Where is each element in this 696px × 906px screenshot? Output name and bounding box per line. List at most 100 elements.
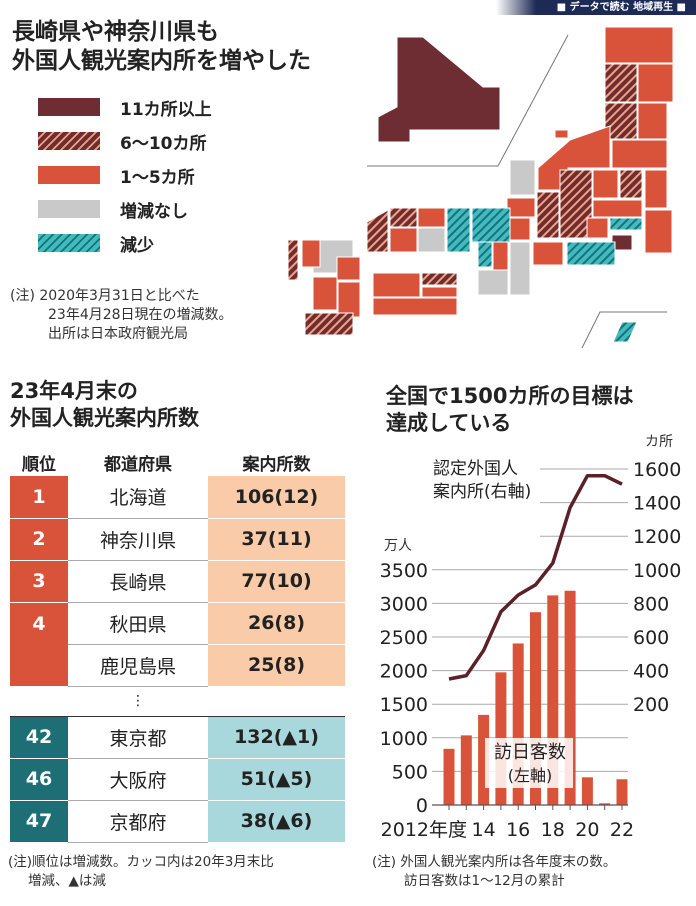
x-tick-label: 14 (472, 819, 496, 841)
pref-iwate (637, 63, 674, 103)
bar (530, 612, 541, 805)
map-note: (注) 2020年3月31日と比べた 23年4月28日現在の増減数。 出所は日本政府… (10, 288, 233, 342)
header-count: 案内所数 (242, 454, 311, 475)
pref-gifu (536, 191, 560, 239)
pref-hiroshima (389, 227, 418, 253)
pref-shizuoka (566, 241, 616, 266)
left-axis-unit: 万人 (384, 538, 412, 554)
table-title: 23年4月末の 外国人観光案内所数 (10, 379, 199, 430)
left-tick-label: 3000 (380, 593, 428, 615)
table-row: 47 京都府 38(▲6) (10, 800, 345, 843)
bar (581, 777, 593, 805)
bar-label-bg (485, 738, 573, 788)
pref-tokushima (421, 286, 458, 298)
pref-saitama (592, 199, 643, 218)
pref-kyoto (471, 207, 511, 243)
pref-wakayama (477, 269, 509, 296)
pref-gunma (592, 169, 619, 199)
table-row: 46 大阪府 51(▲5) (10, 758, 345, 801)
bar (512, 643, 524, 805)
table-row: 2 神奈川県 37(11) (10, 518, 345, 561)
table-row: 1 北海道 106(12) (10, 476, 345, 519)
left-tick-label: 2000 (380, 661, 428, 683)
bar (460, 735, 472, 805)
pref-toyama (506, 197, 536, 218)
left-tick-label: 1500 (380, 694, 428, 716)
table-note: (注)順位は増減数。カッコ内は20年3月末比 増減、▲は減 (8, 854, 274, 889)
header-bar: ■ データで読む 地域再生 ■ (0, 0, 696, 16)
left-tick-label: 2500 (380, 627, 428, 649)
right-axis-unit: カ所 (645, 434, 673, 450)
pref-hyogo (446, 207, 471, 253)
x-tick-label: 22 (610, 819, 634, 841)
bar (547, 595, 559, 805)
pref-sado (554, 129, 569, 139)
left-tick-label: 500 (392, 761, 428, 783)
right-tick-label: 600 (633, 627, 669, 649)
bar (599, 803, 611, 805)
hokkaido-inset-line (367, 34, 569, 167)
left-tick-label: 3500 (380, 560, 428, 582)
pref-aomori (604, 26, 674, 64)
line-series-label: 認定外国人 (433, 459, 518, 479)
table-row: 3 長崎県 77(10) (10, 560, 345, 603)
pref-yamagata (604, 102, 638, 140)
right-tick-label: 800 (633, 593, 669, 615)
bar (495, 672, 507, 805)
left-tick-label: 0 (416, 795, 428, 817)
pref-nagano (559, 169, 593, 239)
table-row: 42 東京都 132(▲1) (10, 716, 345, 759)
pref-ibaraki (644, 169, 668, 209)
japan-map (287, 26, 674, 349)
pref-hokkaido (377, 36, 501, 143)
right-tick-label: 200 (633, 694, 669, 716)
pref-shiga (509, 217, 531, 241)
legend-item: 1～5カ所 (38, 158, 212, 192)
pref-shimane (389, 207, 418, 228)
pref-osaka (477, 241, 493, 268)
pref-ehime (372, 272, 421, 298)
bar (564, 590, 576, 805)
pref-mie (509, 241, 531, 296)
chart-title: 全国で1500カ所の目標は 達成している (386, 384, 634, 435)
pref-saga (301, 239, 321, 268)
pref-okayama (417, 227, 446, 253)
pref-akita (604, 63, 638, 103)
right-tick-label: 1600 (633, 459, 681, 481)
left-tick-label: 1000 (380, 728, 428, 750)
right-tick-label: 400 (633, 661, 669, 683)
legend-item: 6～10カ所 (38, 124, 212, 158)
header-pref: 都道府県 (104, 454, 172, 475)
pref-tottori (417, 207, 446, 228)
pref-ishikawa (509, 159, 536, 196)
pref-miyagi (637, 102, 668, 140)
bar (478, 714, 490, 805)
pref-nagasaki (287, 239, 299, 281)
bar-series-label: 訪日客数 (494, 742, 566, 763)
map-legend: 11カ所以上 6～10カ所 1～5カ所 増減なし 減少 (38, 90, 212, 260)
pref-aichi (532, 241, 564, 266)
pref-kumamoto (312, 276, 338, 311)
right-tick-label: 1200 (633, 526, 681, 548)
right-tick-label: 1000 (633, 560, 681, 582)
pref-chiba (644, 209, 673, 254)
table-row: 鹿児島県 25(8) (10, 644, 345, 687)
legend-item: 増減なし (38, 192, 212, 226)
series-tag: ■ データで読む 地域再生 ■ (496, 0, 696, 15)
pref-kochi (372, 297, 458, 316)
pref-kagawa (421, 272, 458, 286)
pref-fukushima (611, 139, 668, 169)
pref-yamaguchi (366, 209, 389, 253)
x-tick-label: 18 (541, 819, 565, 841)
x-tick-label: 20 (575, 819, 599, 841)
pref-tokyo (609, 217, 643, 231)
legend-item: 減少 (38, 226, 212, 260)
legend-item: 11カ所以上 (38, 90, 212, 124)
pref-kagoshima (304, 312, 354, 336)
x-tick-label: 16 (506, 819, 530, 841)
map-title: 長崎県や神奈川県も 外国人観光案内所を増やした (12, 19, 311, 74)
right-tick-label: 1400 (633, 493, 681, 515)
x-tick-label: 2012年度 (381, 819, 467, 841)
bar (443, 748, 455, 805)
bar-series-label: (左軸) (508, 766, 553, 785)
